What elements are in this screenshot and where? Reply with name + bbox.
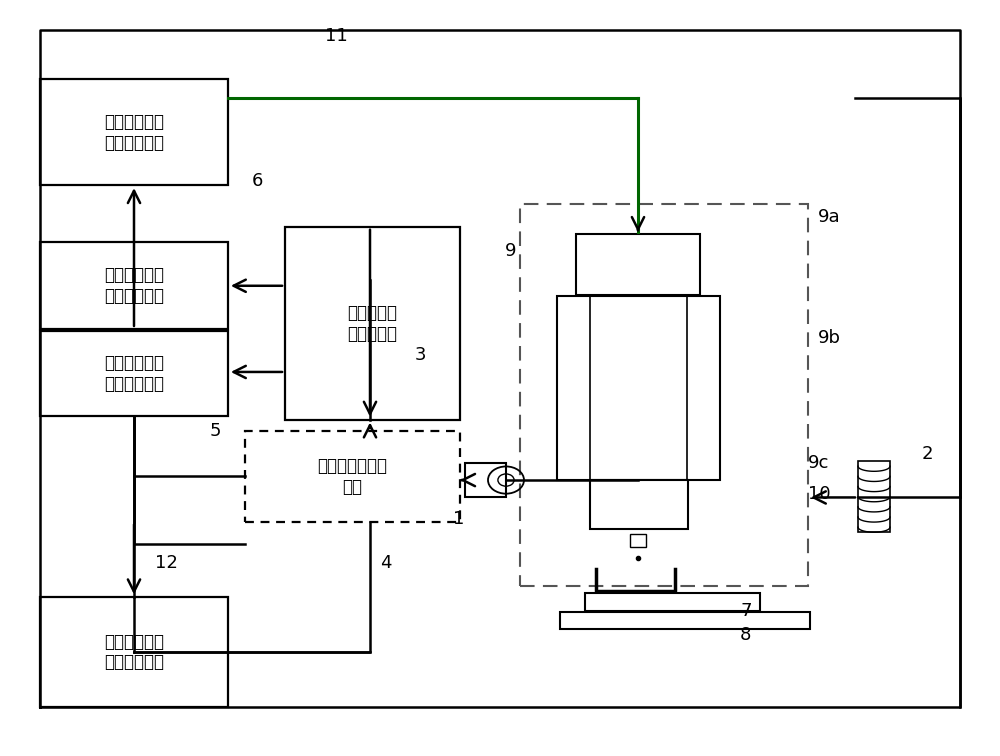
Text: 7: 7 (740, 602, 752, 620)
Text: 压电陶瓷驱动
信号放大电源: 压电陶瓷驱动 信号放大电源 (104, 113, 164, 152)
Bar (40, 331, 228, 416)
Text: 1: 1 (453, 510, 464, 528)
Bar (585, 593, 760, 611)
Text: 压电陶瓷驱动
信号放大电源: 压电陶瓷驱动 信号放大电源 (104, 633, 164, 671)
Text: 4: 4 (380, 554, 392, 572)
Text: 6: 6 (252, 172, 263, 191)
Bar (858, 461, 890, 532)
Text: 频闪光源驱动
信号发生模块: 频闪光源驱动 信号发生模块 (104, 354, 164, 393)
Bar (465, 463, 506, 497)
Text: 12: 12 (155, 554, 178, 572)
Bar (560, 612, 810, 629)
Text: 5: 5 (210, 422, 222, 440)
Text: 图像采集及处理
模块: 图像采集及处理 模块 (318, 457, 388, 496)
Bar (557, 296, 720, 480)
Text: 微滴喷射信
号控制模块: 微滴喷射信 号控制模块 (348, 304, 398, 342)
Text: 10: 10 (808, 485, 831, 503)
Bar (576, 234, 700, 295)
Text: 压电陶瓷驱动
信号发生模块: 压电陶瓷驱动 信号发生模块 (104, 266, 164, 305)
Text: 9b: 9b (818, 329, 841, 347)
Bar (285, 227, 460, 420)
Bar (590, 480, 688, 529)
Text: 8: 8 (740, 626, 751, 644)
Bar (40, 597, 228, 707)
Bar (630, 534, 646, 547)
Text: 3: 3 (415, 346, 426, 364)
Bar (245, 431, 460, 522)
Text: 9a: 9a (818, 208, 841, 226)
Bar (40, 242, 228, 329)
Bar (40, 79, 228, 185)
Text: 11: 11 (325, 27, 348, 45)
Bar (520, 204, 808, 586)
Text: 9: 9 (505, 242, 516, 260)
Text: 9c: 9c (808, 454, 829, 472)
Text: 2: 2 (922, 445, 934, 463)
